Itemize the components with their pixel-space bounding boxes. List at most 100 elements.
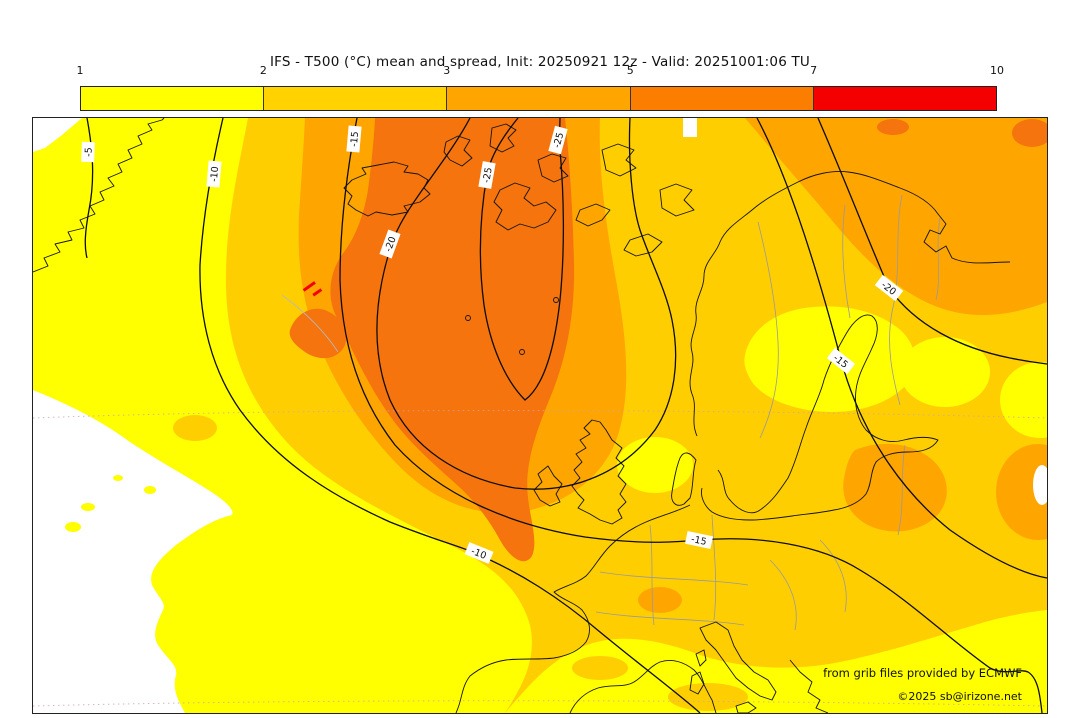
attribution-copyright: ©2025 sb@irizone.net bbox=[897, 690, 1022, 703]
contour-label-text: -25 bbox=[481, 167, 495, 184]
contour-label-box bbox=[346, 125, 362, 153]
country-border bbox=[889, 194, 903, 406]
contour-label-box bbox=[379, 229, 401, 259]
spread-yellow-pocket bbox=[900, 337, 990, 407]
colorbar-segment-0 bbox=[81, 87, 264, 110]
coast-arctic-island bbox=[623, 233, 663, 257]
spread-darkorange-lobe bbox=[289, 308, 347, 359]
colorbar-tick-7: 7 bbox=[810, 64, 818, 77]
coast-islet bbox=[519, 349, 525, 355]
coast-italy bbox=[699, 621, 777, 701]
country-border bbox=[842, 204, 851, 319]
contour-label-text: -10 bbox=[469, 546, 488, 562]
spread-red-streak bbox=[302, 281, 316, 292]
colorbar-segment-2 bbox=[446, 87, 630, 110]
spread-yellow-islet bbox=[113, 475, 123, 481]
graticule-layer bbox=[33, 410, 1047, 707]
spread-orange-baltic bbox=[843, 443, 947, 532]
contour-label-box bbox=[206, 160, 222, 188]
contour-labels-layer: -5-10-15-20-25-25-20-15-10-15 bbox=[81, 125, 904, 564]
colorbar-segment-4 bbox=[812, 87, 997, 110]
spread-yellow-south bbox=[505, 610, 1047, 713]
contour-minus15 bbox=[339, 118, 1043, 713]
coast-great-britain bbox=[571, 419, 627, 525]
contour-label--5: -5 bbox=[81, 141, 95, 163]
colorbar-tick-5: 5 bbox=[626, 64, 634, 77]
border-layer bbox=[281, 194, 941, 631]
coast-corsica bbox=[695, 649, 707, 667]
coast-arctic-island bbox=[659, 183, 695, 217]
weather-map: -5 -10 -15 -20 -25 -25 -20 -15 -10 -15 from grib … bbox=[32, 117, 1048, 714]
contour-minus10 bbox=[199, 118, 701, 713]
colorbar: 1 2 3 5 7 10 bbox=[76, 64, 1004, 112]
contour-label-text: -15 bbox=[690, 534, 707, 548]
colorbar-tick-1: 1 bbox=[76, 64, 84, 77]
coast-scandinavia-west bbox=[689, 171, 1011, 437]
map-canvas: -5-10-15-20-25-25-20-15-10-15 from grib … bbox=[33, 118, 1047, 713]
country-border bbox=[757, 221, 779, 439]
country-border bbox=[897, 444, 906, 536]
graticule-line bbox=[33, 410, 1047, 419]
spread-fill-layer bbox=[33, 118, 1047, 713]
colorbar-scale bbox=[80, 86, 997, 111]
coast-islet bbox=[465, 315, 471, 321]
spread-darkorange-spot bbox=[877, 119, 909, 135]
spread-gold-patch bbox=[572, 656, 628, 680]
contour-label-box bbox=[478, 161, 496, 189]
coast-denmark bbox=[671, 452, 697, 506]
contour-label-text: -10 bbox=[209, 166, 221, 182]
coast-arctic-island bbox=[601, 143, 637, 177]
spread-yellow-pocket bbox=[1000, 362, 1047, 438]
coast-balkans bbox=[789, 659, 829, 713]
contour-label--10: -10 bbox=[464, 542, 494, 564]
contour-label-box bbox=[464, 542, 494, 564]
coast-ireland bbox=[533, 465, 563, 507]
country-border bbox=[649, 524, 655, 626]
coast-arctic-island bbox=[575, 203, 611, 227]
country-border bbox=[819, 539, 847, 613]
contour-label-box bbox=[826, 347, 856, 375]
spread-white-gap bbox=[683, 118, 697, 137]
colorbar-tick-10: 10 bbox=[990, 64, 1004, 77]
spread-yellow-islet bbox=[81, 503, 95, 511]
contour-minus15-east bbox=[756, 118, 1047, 579]
coast-greenland bbox=[33, 118, 165, 273]
coast-west-europe bbox=[455, 504, 691, 713]
graticule-line bbox=[33, 700, 1047, 707]
country-border bbox=[935, 217, 941, 301]
colorbar-segment-3 bbox=[629, 87, 813, 110]
country-border bbox=[711, 514, 717, 621]
contour-label--25: -25 bbox=[478, 161, 496, 189]
spread-gold-patch bbox=[173, 415, 217, 441]
spread-orange-patch bbox=[996, 444, 1047, 540]
coast-baltic bbox=[701, 314, 939, 521]
spread-darkorange-spot bbox=[1012, 119, 1047, 147]
coast-arctic-island bbox=[443, 135, 473, 167]
contour-label--10: -10 bbox=[206, 160, 222, 188]
spread-yellow-pocket bbox=[617, 437, 693, 493]
contour-label--15: -15 bbox=[346, 125, 362, 153]
country-border bbox=[595, 611, 745, 626]
colorbar-segment-1 bbox=[263, 87, 447, 110]
spread-white-sliver bbox=[1033, 465, 1047, 505]
country-border bbox=[769, 559, 797, 631]
spread-white-topleft bbox=[33, 118, 82, 152]
coast-islet bbox=[553, 297, 559, 303]
coast-arctic-island bbox=[489, 123, 517, 153]
contour-label--15: -15 bbox=[684, 530, 714, 550]
spread-yellow-islet bbox=[65, 522, 81, 532]
coast-arctic-island bbox=[537, 153, 569, 183]
contour-label-text: -20 bbox=[383, 235, 399, 253]
contour-label-text: -15 bbox=[349, 131, 361, 147]
contour-label-box bbox=[874, 274, 904, 302]
coast-sardinia bbox=[689, 671, 705, 695]
contour-layer bbox=[84, 118, 1047, 713]
coastline-layer bbox=[33, 118, 1011, 713]
contour-label--20: -20 bbox=[379, 229, 401, 259]
colorbar-tick-2: 2 bbox=[259, 64, 267, 77]
coast-sicily bbox=[735, 701, 757, 713]
attribution: from grib files provided by ECMWF ©2025 … bbox=[823, 666, 1023, 703]
contour-minus20-east bbox=[817, 118, 1047, 365]
spread-yellow-west bbox=[33, 118, 532, 713]
contour-label-text: -25 bbox=[552, 131, 567, 149]
